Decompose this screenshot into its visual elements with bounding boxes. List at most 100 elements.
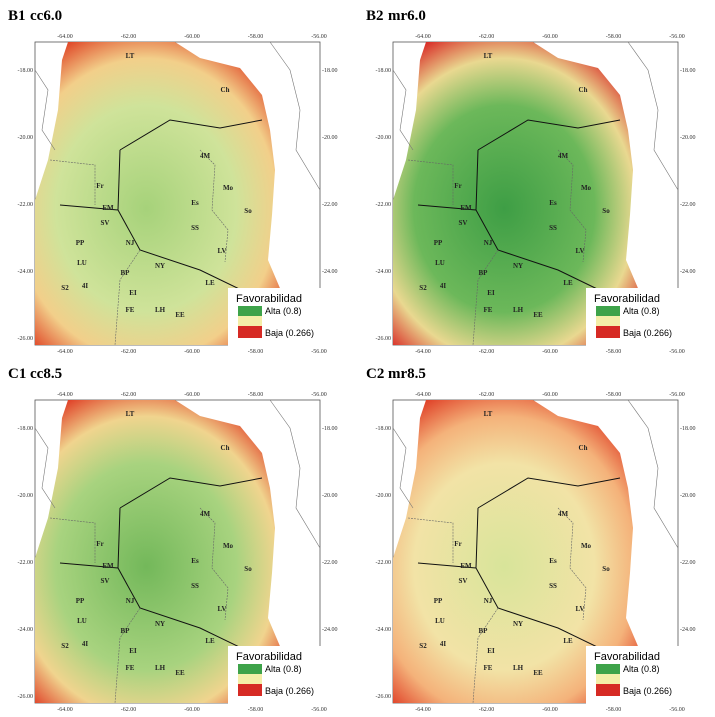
lat-tick: -26.00	[18, 694, 34, 700]
place-label: Mo	[581, 184, 592, 192]
place-label: Fr	[454, 540, 461, 548]
legend-swatch	[238, 316, 262, 326]
legend-swatch	[596, 306, 620, 316]
place-label: LV	[575, 247, 584, 255]
place-label: LE	[563, 279, 573, 287]
place-label: EE	[175, 669, 185, 677]
lon-tick: -58.00	[606, 392, 622, 398]
place-label: NY	[513, 620, 523, 628]
place-label: NJ	[484, 239, 493, 247]
legend-swatch	[238, 306, 262, 316]
place-label: LU	[77, 259, 87, 267]
place-label: PP	[76, 239, 85, 247]
lon-tick: -58.00	[248, 349, 264, 355]
place-label: SV	[101, 219, 110, 227]
lat-tick: -24.00	[18, 627, 34, 633]
lon-tick: -58.00	[248, 392, 264, 398]
lon-tick: -60.00	[184, 707, 200, 713]
lon-tick: -56.00	[311, 349, 327, 355]
lon-tick: -64.00	[57, 392, 73, 398]
lon-tick: -56.00	[311, 34, 327, 40]
scenario: mr8.5	[388, 366, 426, 382]
lon-tick: -64.00	[415, 707, 431, 713]
lat-tick: -20.00	[680, 135, 696, 141]
lon-tick: -60.00	[542, 34, 558, 40]
lon-tick: -60.00	[542, 349, 558, 355]
legend-low: Baja (0.266)	[623, 686, 672, 696]
lon-tick: -56.00	[311, 707, 327, 713]
lon-tick: -58.00	[606, 34, 622, 40]
legend-title: Favorabilidad	[236, 651, 302, 663]
lat-tick: -24.00	[18, 269, 34, 275]
lat-tick: -20.00	[680, 493, 696, 499]
place-label: 4M	[558, 510, 569, 518]
place-label: S2	[419, 284, 427, 292]
lat-tick: -24.00	[680, 627, 696, 633]
legend-low: Baja (0.266)	[623, 328, 672, 338]
place-label: LV	[575, 605, 584, 613]
lon-tick: -62.00	[479, 707, 495, 713]
lat-tick: -22.00	[376, 202, 392, 208]
place-label: EI	[487, 289, 495, 297]
lat-tick: -18.00	[376, 68, 392, 74]
lon-tick: -60.00	[184, 349, 200, 355]
legend-high: Alta (0.8)	[265, 306, 302, 316]
lon-tick: -64.00	[57, 34, 73, 40]
lat-tick: -18.00	[376, 426, 392, 432]
lon-tick: -56.00	[669, 34, 685, 40]
place-label: Fr	[96, 540, 103, 548]
legend-swatch	[596, 674, 620, 684]
legend-high: Alta (0.8)	[623, 306, 660, 316]
legend-swatch	[238, 326, 262, 338]
place-label: BP	[479, 627, 489, 635]
lon-tick: -60.00	[542, 707, 558, 713]
panel-id: B1	[8, 8, 26, 24]
place-label: FE	[484, 664, 493, 672]
lat-tick: -20.00	[376, 135, 392, 141]
place-label: LU	[435, 259, 445, 267]
lon-tick: -58.00	[248, 707, 264, 713]
place-label: LU	[435, 617, 445, 625]
place-label: SS	[191, 224, 199, 232]
panel-id: C2	[366, 366, 384, 382]
lon-tick: -58.00	[248, 34, 264, 40]
place-label: LH	[155, 306, 166, 314]
scenario: cc8.5	[30, 366, 62, 382]
place-label: LH	[155, 664, 166, 672]
lat-tick: -24.00	[322, 627, 338, 633]
place-label: So	[244, 565, 252, 573]
map-panel: C2mr8.5-64.00-64.00-62.00-62.00-60.00-60…	[366, 366, 710, 713]
lat-tick: -20.00	[18, 135, 34, 141]
lat-tick: -18.00	[680, 426, 696, 432]
lat-tick: -22.00	[322, 560, 338, 566]
lat-tick: -20.00	[322, 135, 338, 141]
panel-id: B2	[366, 8, 384, 24]
place-label: LT	[484, 410, 493, 418]
place-label: S2	[419, 642, 427, 650]
place-label: SV	[101, 577, 110, 585]
panel-id: C1	[8, 366, 26, 382]
lon-tick: -60.00	[184, 392, 200, 398]
legend-swatch	[596, 664, 620, 674]
place-label: EI	[129, 289, 137, 297]
legend-swatch	[238, 684, 262, 696]
place-label: LE	[205, 637, 215, 645]
place-label: Fr	[454, 182, 461, 190]
place-label: EM	[102, 204, 114, 212]
place-label: NY	[155, 262, 165, 270]
lon-tick: -62.00	[479, 34, 495, 40]
place-label: BP	[121, 269, 131, 277]
place-label: 4I	[82, 282, 89, 290]
place-label: 4I	[440, 640, 447, 648]
lat-tick: -20.00	[322, 493, 338, 499]
lon-tick: -60.00	[184, 34, 200, 40]
place-label: Mo	[223, 542, 234, 550]
legend-title: Favorabilidad	[594, 293, 660, 305]
lat-tick: -22.00	[680, 560, 696, 566]
place-label: FE	[126, 306, 135, 314]
lon-tick: -64.00	[57, 707, 73, 713]
lon-tick: -64.00	[57, 349, 73, 355]
place-label: EM	[460, 562, 472, 570]
place-label: LU	[77, 617, 87, 625]
